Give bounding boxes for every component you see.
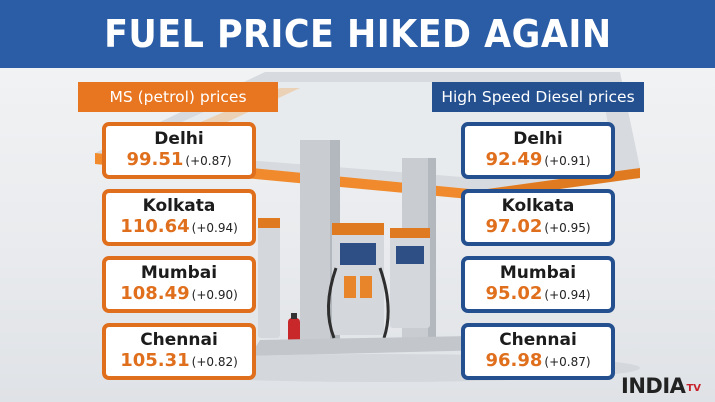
price-line: 92.49 (+0.91) [485,149,590,172]
price-value: 95.02 [485,283,543,304]
price-change: (+0.95) [544,221,591,235]
price-line: 96.98 (+0.87) [485,350,590,373]
price-value: 97.02 [485,216,543,237]
price-line: 99.51 (+0.87) [126,149,231,172]
price-change: (+0.94) [544,288,591,302]
price-value: 96.98 [485,350,543,371]
page-title: FUEL PRICE HIKED AGAIN [103,12,612,56]
price-value: 108.49 [120,283,190,304]
diesel-card-kolkata: Kolkata 97.02 (+0.95) [461,189,615,246]
petrol-card-chennai: Chennai 105.31 (+0.82) [102,323,256,380]
logo-brand: INDIA [621,374,686,398]
city-name: Delhi [513,129,563,149]
diesel-column-label: High Speed Diesel prices [432,82,644,112]
price-change: (+0.82) [191,355,238,369]
city-name: Mumbai [140,263,218,283]
price-line: 108.49 (+0.90) [120,283,238,306]
petrol-column-label: MS (petrol) prices [78,82,278,112]
petrol-card-mumbai: Mumbai 108.49 (+0.90) [102,256,256,313]
price-value: 99.51 [126,149,184,170]
city-name: Kolkata [501,196,575,216]
indiatv-logo: INDIA TV [621,374,701,398]
city-name: Delhi [154,129,204,149]
price-line: 97.02 (+0.95) [485,216,590,239]
city-name: Kolkata [142,196,216,216]
header-banner: FUEL PRICE HIKED AGAIN [0,0,715,68]
logo-suffix: TV [686,383,701,394]
price-change: (+0.90) [191,288,238,302]
city-name: Mumbai [499,263,577,283]
price-change: (+0.87) [185,154,232,168]
city-name: Chennai [499,330,577,350]
price-value: 105.31 [120,350,190,371]
diesel-card-chennai: Chennai 96.98 (+0.87) [461,323,615,380]
city-name: Chennai [140,330,218,350]
diesel-card-mumbai: Mumbai 95.02 (+0.94) [461,256,615,313]
diesel-card-delhi: Delhi 92.49 (+0.91) [461,122,615,179]
price-change: (+0.91) [544,154,591,168]
petrol-card-kolkata: Kolkata 110.64 (+0.94) [102,189,256,246]
price-line: 105.31 (+0.82) [120,350,238,373]
price-line: 110.64 (+0.94) [120,216,238,239]
price-change: (+0.94) [191,221,238,235]
price-line: 95.02 (+0.94) [485,283,590,306]
petrol-card-delhi: Delhi 99.51 (+0.87) [102,122,256,179]
price-value: 110.64 [120,216,190,237]
price-value: 92.49 [485,149,543,170]
price-change: (+0.87) [544,355,591,369]
